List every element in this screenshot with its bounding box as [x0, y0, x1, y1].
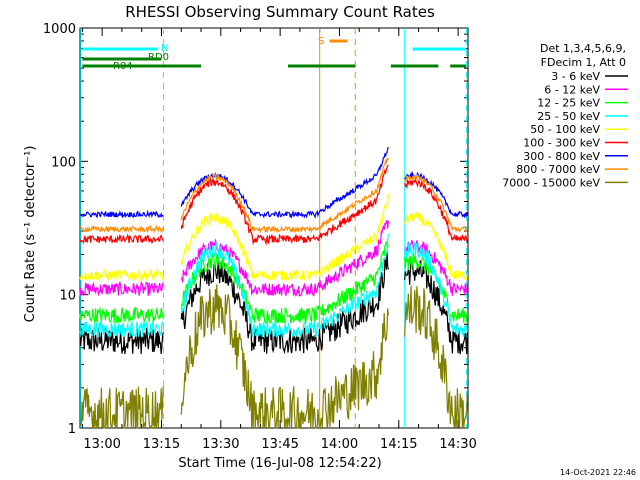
legend-label: 7000 - 15000 keV [502, 176, 600, 189]
series-line [79, 306, 164, 324]
series-line [404, 240, 468, 338]
series-line [180, 251, 389, 355]
legend-label: 50 - 100 keV [530, 123, 600, 136]
plot-area: 1 10 100 1000 13:00 13:15 13:30 13:45 14:00 14:15… [43, 22, 477, 452]
flag-label-n: N [161, 43, 168, 54]
y-tick-label: 10 [59, 289, 76, 304]
x-axis-label: Start Time (16-Jul-08 12:54:22) [178, 456, 381, 471]
timestamp: 14-Oct-2021 22:46 [560, 468, 636, 477]
y-tick-label: 1 [68, 422, 76, 437]
series-line [79, 209, 164, 219]
series-line [180, 284, 389, 431]
series-line [79, 327, 164, 355]
x-tick-label: 13:45 [261, 437, 298, 452]
legend-label: 25 - 50 keV [537, 110, 600, 123]
series-line [180, 164, 389, 246]
plot-frame [79, 27, 469, 429]
series-line [180, 241, 389, 324]
chart-title: RHESSI Observing Summary Count Rates [125, 3, 435, 21]
series-line [404, 173, 468, 233]
legend-label: 12 - 25 keV [537, 97, 600, 110]
series-line [79, 224, 164, 234]
legend-label: 300 - 800 keV [523, 150, 600, 163]
legend-label: 800 - 7000 keV [516, 163, 600, 176]
flag-label-rd0: RD0 [148, 52, 169, 63]
series-line [79, 280, 164, 297]
series-line [404, 178, 468, 244]
x-tick-label: 14:30 [439, 437, 476, 452]
flag-label-s: S [318, 36, 324, 47]
x-tick-label: 13:30 [202, 437, 239, 452]
legend-label: 6 - 12 keV [544, 83, 600, 96]
legend-label: 3 - 6 keV [551, 70, 600, 83]
series-line [404, 211, 468, 281]
x-tick-label: 14:00 [321, 437, 358, 452]
series-line [404, 260, 468, 355]
legend-header-line-1: Det 1,3,4,5,6,9, [540, 42, 626, 55]
series-line [79, 233, 164, 245]
y-tick-label: 1000 [43, 22, 76, 37]
series-line [79, 320, 164, 339]
series-line [79, 267, 164, 283]
legend-label: 100 - 300 keV [523, 137, 600, 150]
flag-label-r04: R04 [113, 61, 133, 72]
series-line [79, 386, 164, 430]
x-tick-label: 14:15 [380, 437, 417, 452]
y-tick-label: 100 [51, 155, 76, 170]
series-line [180, 157, 389, 234]
legend-header-line-2: FDecim 1, Att 0 [541, 56, 626, 69]
series-line [180, 193, 389, 282]
x-tick-label: 13:00 [83, 437, 120, 452]
series-line [404, 285, 468, 429]
series-line [180, 233, 389, 339]
x-tick-label: 13:15 [143, 437, 180, 452]
y-axis-label: Count Rate (s⁻¹ detector⁻¹) [23, 146, 38, 323]
